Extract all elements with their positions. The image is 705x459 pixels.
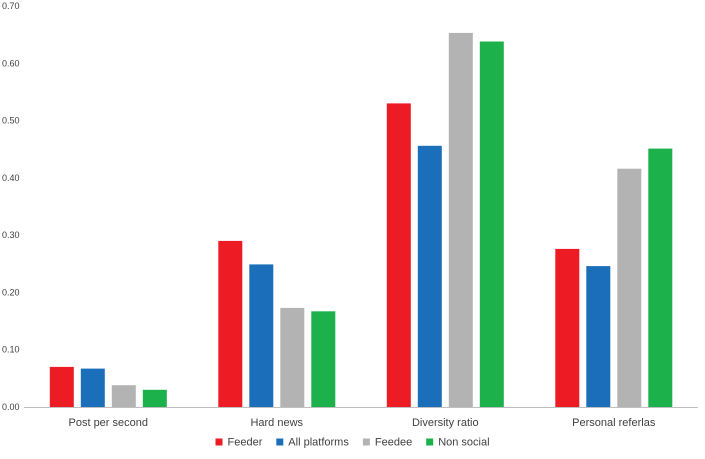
bar-feedee (111, 385, 136, 407)
x-category-label: Diversity ratio (412, 417, 479, 429)
y-tick-label: 0.00 (2, 402, 20, 412)
bar-feeder (49, 366, 74, 407)
y-tick-label: 0.20 (2, 287, 20, 297)
y-tick-label: 0.60 (2, 58, 20, 68)
bars-group (49, 32, 673, 408)
bar-non-social (142, 389, 167, 407)
bar-non-social (311, 311, 336, 407)
x-category-label: Post per second (69, 417, 149, 429)
y-tick-label: 0.70 (2, 1, 20, 11)
legend-swatch-all-platforms (276, 438, 284, 446)
bar-all-platforms (80, 368, 105, 407)
legend-label-feedee: Feedee (375, 437, 412, 449)
bar-all-platforms (586, 266, 611, 407)
legend-label-all-platforms: All platforms (288, 437, 349, 449)
legend-swatch-feeder (215, 438, 223, 446)
bar-feeder (386, 103, 411, 408)
bar-feeder (218, 240, 243, 407)
bar-non-social (648, 148, 673, 407)
y-tick-label: 0.40 (2, 173, 20, 183)
bar-feeder (555, 248, 580, 407)
legend: Feeder All platforms Feedee Non social (215, 437, 490, 449)
legend-label-feeder: Feeder (228, 437, 263, 449)
legend-swatch-feedee (362, 438, 370, 446)
y-tick-label: 0.30 (2, 230, 20, 240)
x-axis: Post per second Hard news Diversity ratio P… (24, 407, 698, 429)
y-tick-label: 0.50 (2, 116, 20, 126)
legend-swatch-non-social (426, 438, 434, 446)
legend-label-non-social: Non social (438, 437, 489, 449)
x-category-label: Hard news (250, 417, 303, 429)
y-tick-label: 0.10 (2, 345, 20, 355)
bar-all-platforms (417, 145, 442, 408)
y-axis: 0.00 0.10 0.20 0.30 0.40 0.50 0.60 0.70 (2, 1, 20, 412)
x-category-label: Personal referlas (572, 417, 656, 429)
bar-feedee (448, 32, 473, 408)
bar-feedee (617, 168, 642, 407)
bar-feedee (280, 307, 305, 407)
bar-non-social (479, 41, 504, 407)
bar-all-platforms (249, 264, 274, 407)
